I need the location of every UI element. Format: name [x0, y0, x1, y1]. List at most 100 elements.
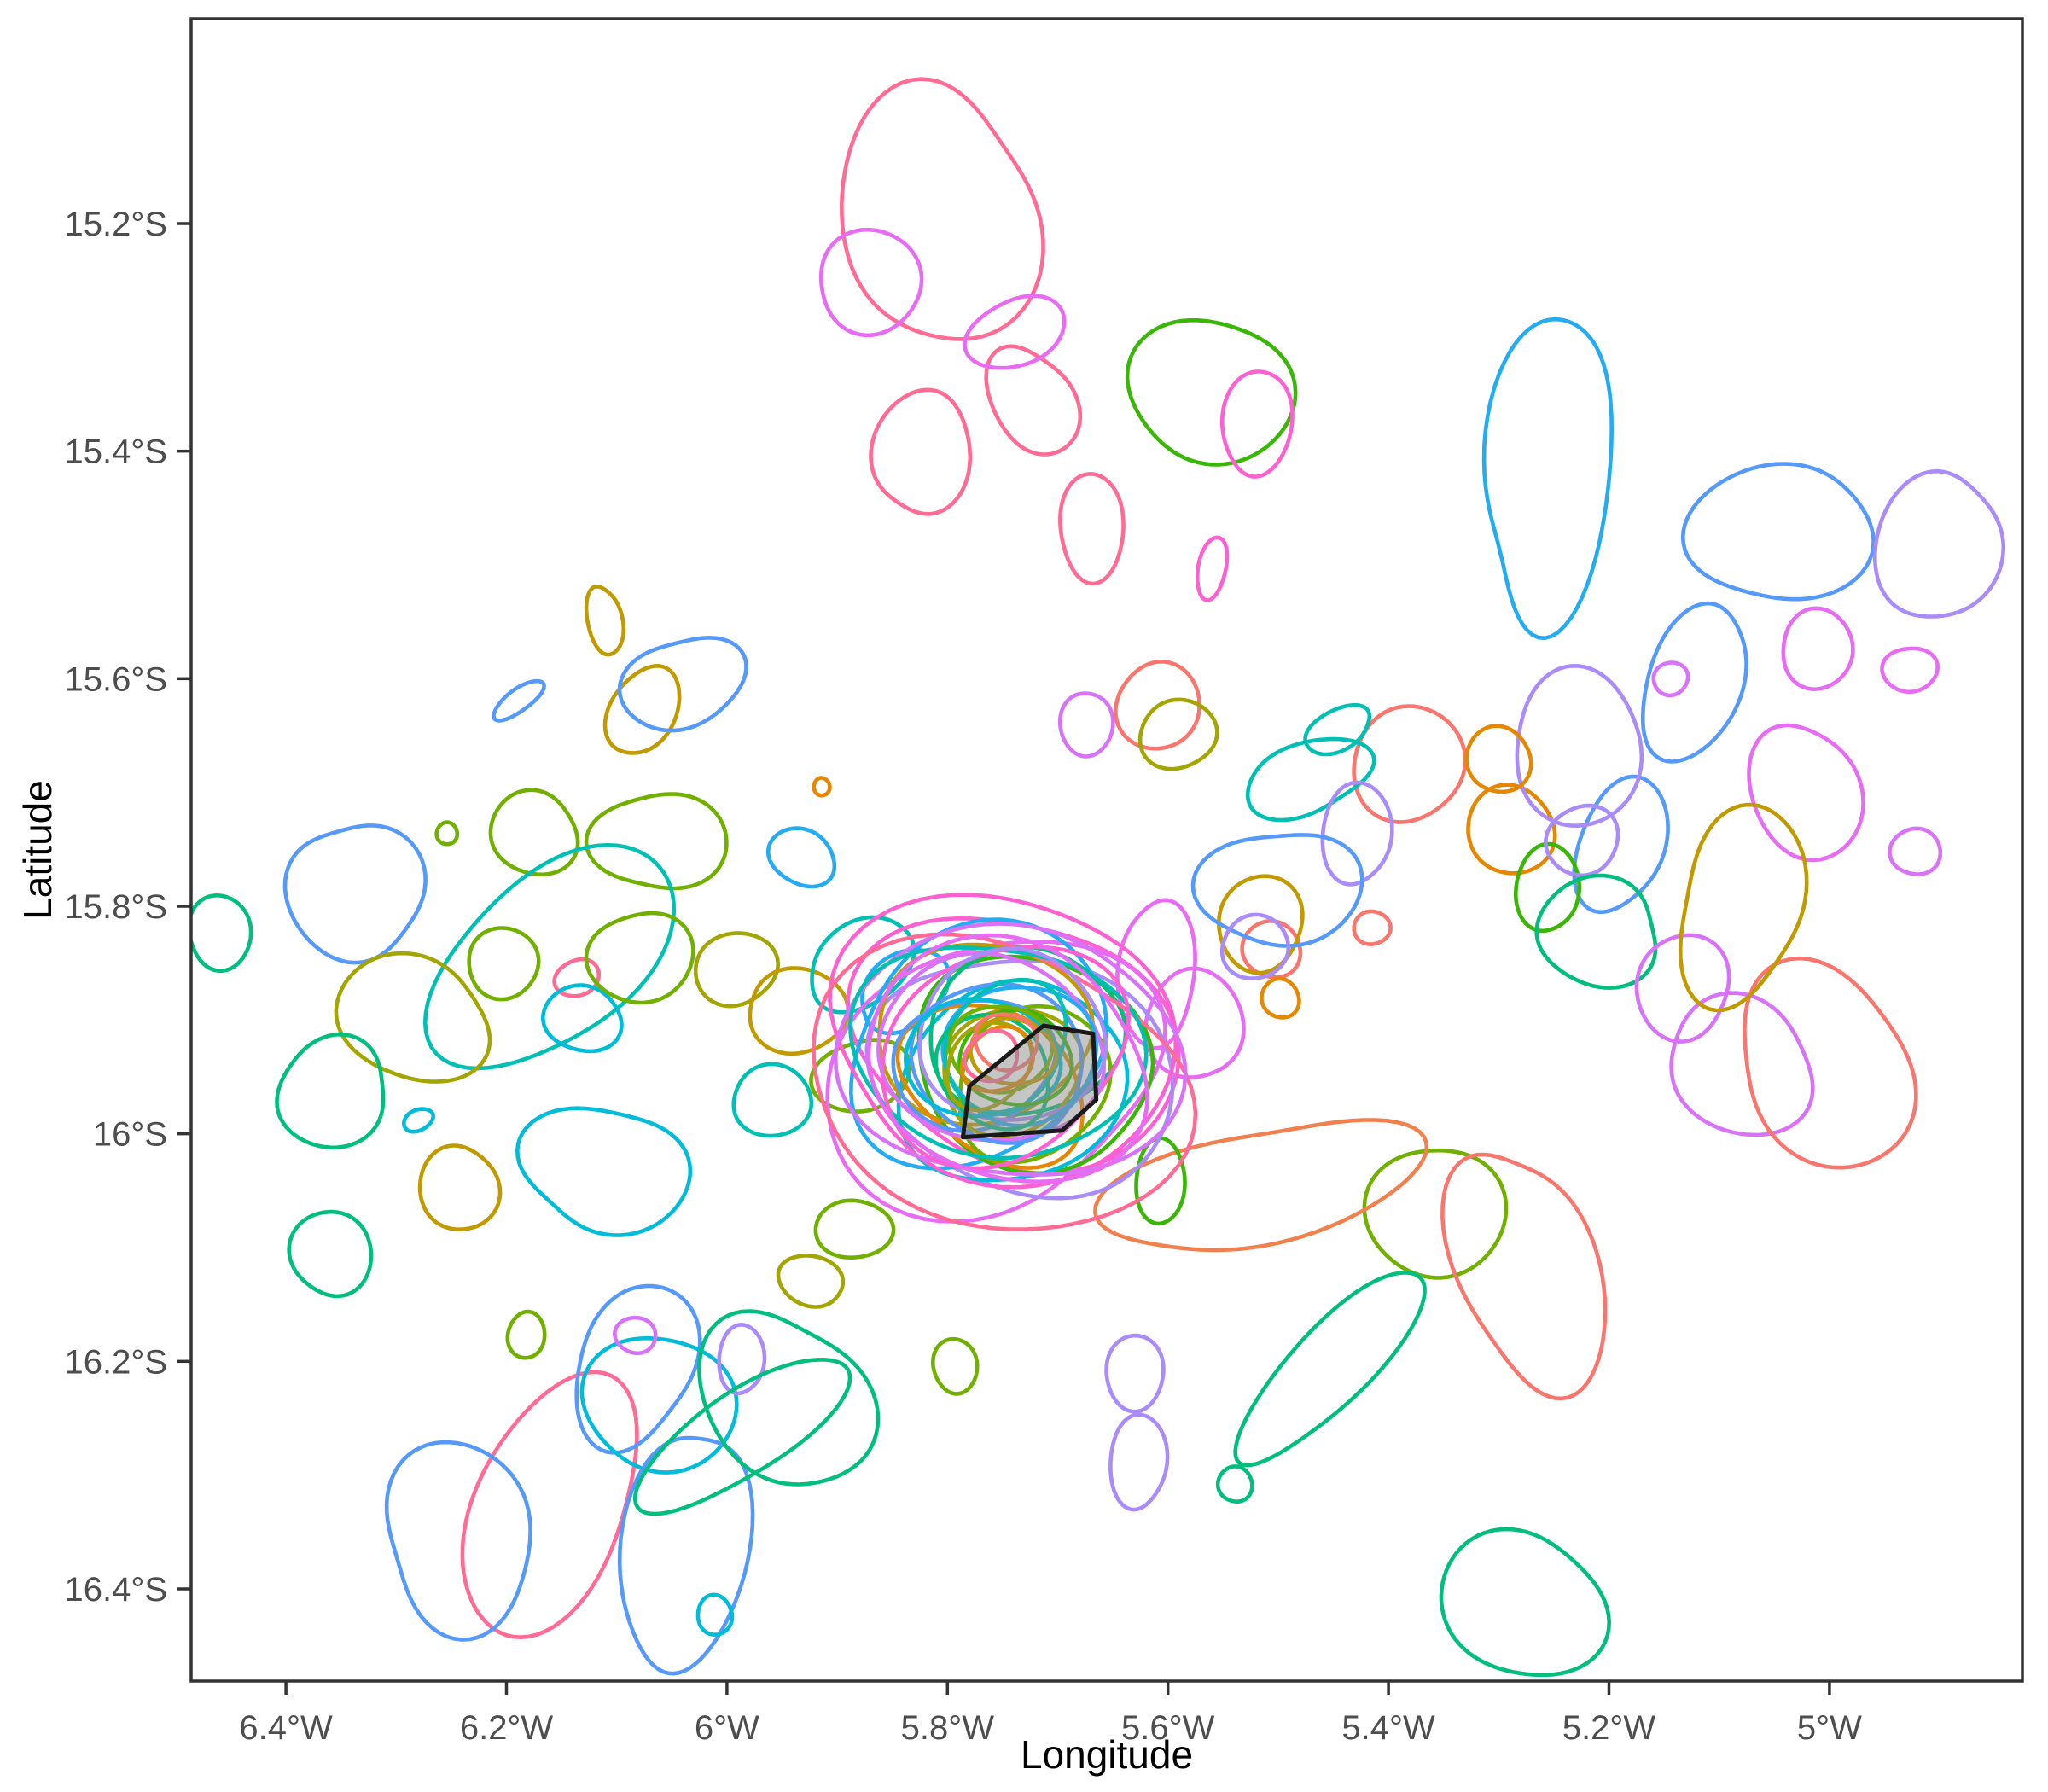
- contour-outline-sky: [1481, 317, 1614, 641]
- contour-outline-salmon: [1240, 919, 1303, 980]
- contour-outline-cyan: [579, 1335, 739, 1475]
- x-axis-title: Longitude: [1021, 1732, 1193, 1777]
- contour-outline-applegreen: [809, 1038, 912, 1114]
- contour-outline-blue: [1190, 833, 1364, 948]
- contour-outline-orange: [1466, 783, 1557, 876]
- study-area-polygon: [960, 1023, 1099, 1140]
- contour-outline-applegreen: [488, 788, 580, 877]
- contour-outline-blue: [384, 1440, 532, 1642]
- contour-outline-cyan: [695, 1592, 735, 1637]
- contour-outline-gold: [1678, 802, 1809, 1013]
- contour-outline-jade: [287, 1209, 374, 1299]
- y-axis-title: Latitude: [15, 780, 60, 920]
- contour-outline-hotpink: [1219, 369, 1295, 479]
- contour-outline-cyan: [515, 1106, 693, 1237]
- contour-outline-green: [1514, 841, 1582, 934]
- contour-outline-orchid: [1880, 646, 1940, 695]
- contour-outline-cyan: [402, 1107, 435, 1134]
- contour-outline-blue: [1680, 462, 1876, 602]
- contour-outline-salmon: [1114, 660, 1201, 751]
- contour-outline-cyan: [541, 983, 624, 1054]
- contour-outline-jade: [275, 1032, 386, 1150]
- contour-outline-jade: [1215, 1464, 1254, 1504]
- contour-outline-rose: [812, 932, 1198, 1231]
- contour-outline-blue: [1640, 601, 1748, 764]
- contour-outline-sky: [765, 826, 837, 889]
- contour-outline-rose: [984, 344, 1083, 457]
- contour-outline-orchid: [866, 933, 1149, 1184]
- contour-outline-salmon: [1352, 909, 1393, 946]
- contour-outline-jade: [1439, 1527, 1611, 1678]
- x-tick-label: 5.4°W: [1341, 1709, 1435, 1747]
- contour-outline-violet: [876, 951, 1106, 1143]
- contour-outline-salmon: [1440, 1152, 1608, 1401]
- contour-outline-violet: [1057, 691, 1115, 759]
- x-tick-label: 6.2°W: [460, 1709, 554, 1747]
- contour-outline-salmon: [1743, 956, 1918, 1170]
- contour-outline-coral: [1093, 1118, 1429, 1253]
- contour-outline-rose: [840, 77, 1045, 341]
- contour-outline-green: [1134, 1136, 1187, 1226]
- contour-outline-applegreen: [434, 820, 460, 847]
- x-tick-label: 6°W: [695, 1709, 759, 1747]
- contour-outline-purple: [717, 1323, 767, 1396]
- contour-outline-applegreen: [505, 1309, 547, 1360]
- contour-outline-jade: [1233, 1271, 1427, 1468]
- contour-outline-teal: [731, 1062, 814, 1138]
- contour-outline-rose: [460, 1370, 639, 1639]
- contour-outline-gold: [584, 585, 626, 657]
- contour-outline-purple: [1108, 1412, 1170, 1512]
- contour-outline-jade: [697, 1309, 881, 1487]
- contour-outline-jade: [632, 1358, 852, 1516]
- contour-outline-green: [1125, 318, 1298, 467]
- contour-outline-blue: [492, 678, 546, 723]
- contour-outline-orange: [1464, 724, 1533, 794]
- panel-border: [189, 17, 2024, 1683]
- contour-outline-teal: [1245, 736, 1376, 823]
- contour-outline-blue: [1572, 774, 1670, 914]
- contour-outline-jade: [1534, 873, 1658, 990]
- contour-outline-violet: [1888, 826, 1943, 876]
- contour-outline-violet: [613, 1315, 658, 1356]
- contour-outline-applegreen: [467, 926, 541, 1002]
- contour-outline-orange: [1260, 976, 1301, 1020]
- contour-outline-rose: [1058, 472, 1126, 586]
- contour-outline-orchid: [963, 294, 1067, 370]
- y-tick-label: 16°S: [93, 1116, 167, 1154]
- contour-outline-teal: [1303, 703, 1372, 757]
- contour-outline-hotpink: [1195, 535, 1230, 602]
- contour-outline-applegreen: [584, 911, 695, 1005]
- x-tick-label: 5°W: [1797, 1709, 1862, 1747]
- contour-outline-purple: [1219, 912, 1291, 980]
- y-tick-label: 16.2°S: [64, 1343, 167, 1381]
- contour-outline-purple: [864, 958, 1175, 1201]
- contour-outline-blue: [574, 1283, 702, 1455]
- contour-outline-blue: [282, 823, 428, 965]
- contour-outline-applegreen: [584, 792, 729, 891]
- x-tick-label: 5.8°W: [901, 1709, 995, 1747]
- contour-outline-purple: [1320, 780, 1394, 887]
- contour-outline-gold: [602, 664, 682, 755]
- contour-outline-applegreen: [931, 1336, 980, 1396]
- y-tick-label: 15.2°S: [64, 206, 167, 243]
- contour-outline-gold: [417, 1143, 503, 1231]
- contour-outline-applegreen: [813, 1198, 896, 1260]
- y-tick-label: 15.8°S: [64, 888, 167, 926]
- contour-outline-violet: [1669, 991, 1815, 1137]
- x-tick-label: 6.4°W: [239, 1709, 333, 1747]
- contour-outline-rose: [869, 387, 973, 516]
- contour-outline-purple: [1872, 468, 2006, 619]
- y-tick-label: 16.4°S: [64, 1571, 167, 1609]
- contour-outline-jade: [191, 893, 253, 974]
- contour-outline-olive: [334, 951, 492, 1084]
- contour-outline-blue: [617, 636, 748, 733]
- x-tick-label: 5.6°W: [1121, 1709, 1215, 1747]
- contour-outline-teal: [422, 843, 676, 1071]
- contour-outline-violet: [1634, 933, 1731, 1044]
- contour-outline-orchid: [819, 227, 924, 338]
- y-tick-label: 15.4°S: [64, 433, 167, 471]
- contour-outline-purple: [1104, 1333, 1166, 1414]
